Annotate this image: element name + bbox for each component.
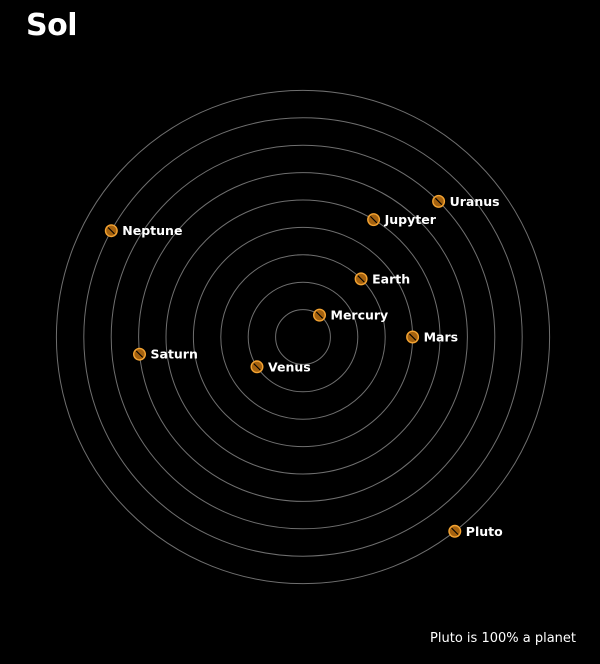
planet-stripe-earth <box>357 275 365 283</box>
planet-pluto: Pluto <box>448 524 503 539</box>
planet-mercury: Mercury <box>313 308 389 323</box>
planet-neptune: Neptune <box>104 223 182 238</box>
orbit-ring-2 <box>247 281 359 393</box>
orbit-ring-1 <box>275 309 331 365</box>
planet-label-venus: Venus <box>268 359 311 374</box>
planet-stripe-mars <box>409 333 417 341</box>
planet-stripe-uranus <box>435 197 443 205</box>
planet-label-earth: Earth <box>372 271 410 286</box>
planets-layer: Mercury Venus Earth Mars Jupyter Saturn Uranus… <box>104 194 503 539</box>
orbit-ring-4 <box>192 226 414 448</box>
planet-label-mars: Mars <box>424 330 458 345</box>
planet-stripe-saturn <box>135 350 144 358</box>
orbit-ring-7 <box>110 144 496 530</box>
planet-saturn: Saturn <box>132 347 198 362</box>
planet-label-jupyter: Jupyter <box>384 212 437 227</box>
planet-uranus: Uranus <box>432 194 500 209</box>
planet-earth: Earth <box>354 271 410 286</box>
planet-stripe-neptune <box>107 227 115 235</box>
planet-label-neptune: Neptune <box>122 223 182 238</box>
orbit-ring-6 <box>138 172 468 502</box>
planet-stripe-venus <box>253 363 261 371</box>
planet-venus: Venus <box>250 359 311 374</box>
orbit-ring-3 <box>220 254 386 420</box>
planet-stripe-jupyter <box>370 216 378 224</box>
page-title: Sol <box>26 8 78 43</box>
planet-mars: Mars <box>406 330 458 345</box>
planet-jupyter: Jupyter <box>367 212 437 227</box>
planet-label-mercury: Mercury <box>331 308 389 323</box>
planet-label-pluto: Pluto <box>466 524 503 539</box>
planet-label-saturn: Saturn <box>151 347 198 362</box>
footnote: Pluto is 100% a planet <box>430 631 576 646</box>
orbit-ring-5 <box>165 199 441 475</box>
orbit-ring-8 <box>83 117 523 557</box>
planet-stripe-pluto <box>451 527 459 535</box>
planet-stripe-mercury <box>315 311 324 319</box>
orbit-rings <box>55 89 551 585</box>
orbit-ring-9 <box>55 89 551 585</box>
planet-label-uranus: Uranus <box>450 194 500 209</box>
